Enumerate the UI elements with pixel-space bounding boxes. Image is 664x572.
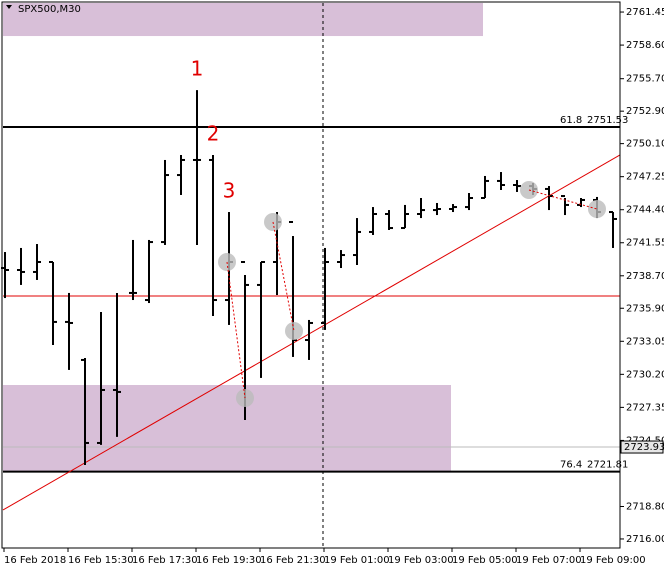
wave-label: 1 <box>191 57 204 81</box>
marker <box>285 322 303 340</box>
y-tick-label: 2727.35 <box>626 402 664 413</box>
menu-arrow[interactable] <box>6 5 12 9</box>
y-tick-label: 2738.70 <box>626 271 664 282</box>
y-tick-label: 2718.80 <box>626 501 664 512</box>
trendline <box>2 154 621 511</box>
y-tick-label: 2755.70 <box>626 74 664 85</box>
zones <box>3 3 483 472</box>
x-tick-label: 19 Feb 09:00 <box>580 555 646 566</box>
y-tick-label: 2744.40 <box>626 205 664 216</box>
fib-price: 2721.81 <box>587 460 628 471</box>
fib-price: 2751.53 <box>587 115 628 126</box>
y-tick-label: 2716.00 <box>626 534 664 545</box>
fib-ratio: 61.8 <box>560 115 582 126</box>
y-tick-label: 2752.90 <box>626 106 664 117</box>
y-tick-label: 2750.10 <box>626 139 664 150</box>
fib-ratio: 76.4 <box>560 460 582 471</box>
marker <box>588 200 606 218</box>
trade-link <box>272 221 295 332</box>
trade-link <box>226 261 246 399</box>
y-tick-label: 2758.60 <box>626 40 664 51</box>
x-tick-label: 16 Feb 15:30 <box>68 555 134 566</box>
plot-frame <box>1 1 621 549</box>
y-tick-label: 2747.25 <box>626 172 664 183</box>
x-tick-label: 19 Feb 05:00 <box>452 555 518 566</box>
y-tick-label: 2735.90 <box>626 303 664 314</box>
chart-title: SPX500,M30 <box>18 4 81 15</box>
x-tick-label: 16 Feb 17:30 <box>132 555 198 566</box>
y-tick-label: 2733.05 <box>626 336 664 347</box>
zone <box>3 384 451 472</box>
x-tick-label: 19 Feb 07:00 <box>516 555 582 566</box>
x-tick-label: 16 Feb 19:30 <box>196 555 262 566</box>
x-tick-label: 19 Feb 03:00 <box>388 555 454 566</box>
wave-label: 3 <box>223 179 236 203</box>
x-tick-label: 16 Feb 21:30 <box>260 555 326 566</box>
zone <box>3 3 483 37</box>
plot: 61.8 2751.53 76.4 2721.81 <box>1 90 628 511</box>
y-tick-label: 2730.20 <box>626 369 664 380</box>
current-price-label: 2723.93 <box>624 442 664 453</box>
current-price-box <box>620 440 664 454</box>
x-tick-label: 16 Feb 2018 <box>4 555 66 566</box>
wave-label: 2 <box>207 121 220 145</box>
x-tick-label: 19 Feb 01:00 <box>324 555 390 566</box>
y-tick-label: 2741.55 <box>626 238 664 249</box>
y-tick-label: 2761.45 <box>626 7 664 18</box>
